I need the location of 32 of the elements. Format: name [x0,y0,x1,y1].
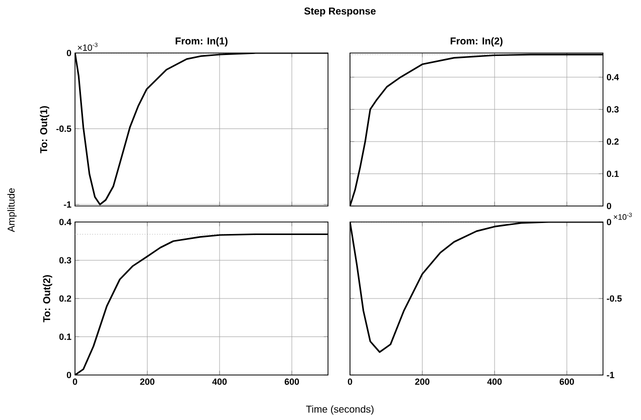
x-tick-label: 600 [284,378,299,385]
y-tick-label: 0.2 [606,138,619,145]
y-tick-label: 0 [606,218,612,226]
text: Time (seconds) [306,405,374,415]
y-tick-label: -0.5 [56,126,72,132]
y-tick-label: -1 [64,201,72,208]
y-tick-label: 0.4 [606,74,619,80]
text: Step Response [304,7,376,16]
x-tick-label: 600 [560,378,574,385]
y-axis-title: To: Out(2) [42,275,52,322]
x-tick-label: 400 [487,378,502,385]
chart-title: From: In(2) [450,37,502,46]
x-tick-label: 0 [72,378,78,385]
y-tick-label: -1 [606,372,614,378]
text: ×10$^{-3}$ [78,42,98,51]
y-tick-label: 0.2 [59,295,72,302]
chart-title: From: In(1) [176,37,228,46]
x-tick-label: 200 [140,378,154,385]
x-tick-label: 0 [348,378,352,385]
x-tick-label: 200 [415,378,430,385]
text: Amplitude [7,188,17,232]
y-tick-label: 0.3 [606,106,619,113]
y-tick-label: 0.1 [606,170,619,177]
y-tick-label: 0 [66,50,72,56]
x-tick-label: 400 [212,378,227,385]
y-tick-label: 0.1 [59,334,72,340]
y-tick-label: 0 [606,202,612,210]
y-tick-label: 0.4 [59,218,72,226]
y-tick-label: -0.5 [606,295,622,302]
y-axis-title: To: Out(1) [40,106,50,154]
y-tick-label: 0.3 [59,257,72,264]
y-tick-label: 0 [66,372,72,378]
